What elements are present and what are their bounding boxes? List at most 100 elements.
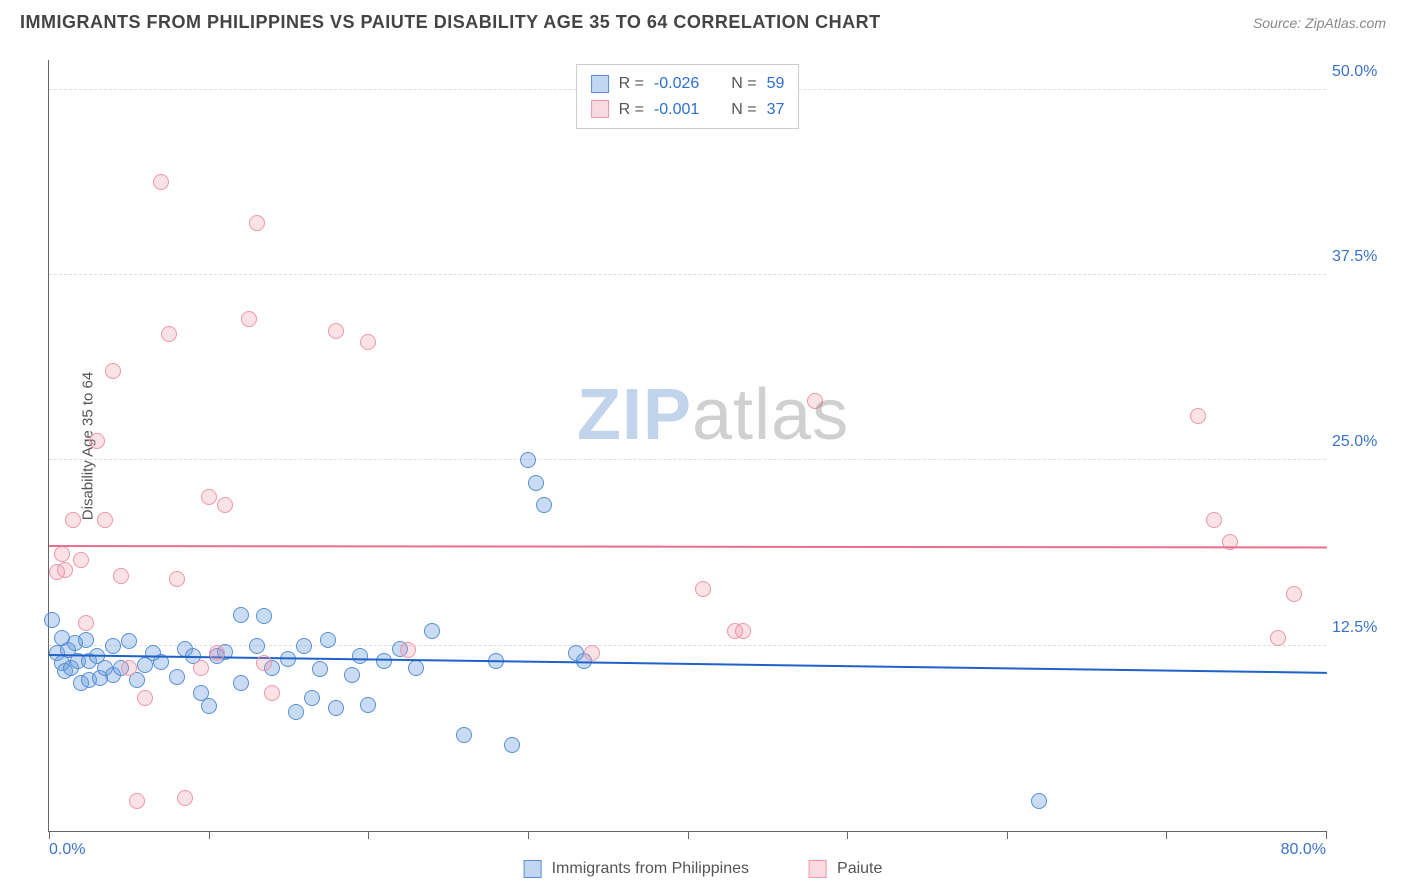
data-point [320,632,336,648]
data-point [169,669,185,685]
data-point [113,568,129,584]
legend-row: R = -0.001 N = 37 [591,97,785,123]
data-point [504,737,520,753]
grid-line [49,459,1326,460]
data-point [360,697,376,713]
data-point [424,623,440,639]
y-tick-label: 25.0% [1332,433,1392,451]
legend-label: Immigrants from Philippines [552,860,749,878]
swatch-pink-icon [591,100,609,118]
data-point [520,452,536,468]
data-point [105,638,121,654]
x-tick [688,831,689,839]
x-tick [209,831,210,839]
data-point [57,562,73,578]
data-point [121,633,137,649]
data-point [217,497,233,513]
y-tick-label: 50.0% [1332,63,1392,81]
correlation-legend: R = -0.026 N = 59 R = -0.001 N = 37 [576,64,800,129]
r-label: R = [619,97,644,123]
data-point [137,690,153,706]
y-tick-label: 37.5% [1332,248,1392,266]
data-point [807,393,823,409]
x-tick [847,831,848,839]
data-point [73,552,89,568]
data-point [456,727,472,743]
r-label: R = [619,71,644,97]
chart-area: ZIPatlas R = -0.026 N = 59 R = -0.001 N … [48,60,1326,832]
data-point [233,607,249,623]
data-point [241,311,257,327]
x-tick [1326,831,1327,839]
data-point [105,363,121,379]
x-tick-label: 80.0% [1281,841,1326,859]
data-point [249,215,265,231]
data-point [153,174,169,190]
swatch-blue-icon [591,75,609,93]
data-point [408,660,424,676]
trend-line [49,545,1327,548]
trend-line [49,654,1327,674]
n-value: 37 [767,97,785,123]
data-point [296,638,312,654]
watermark-atlas: atlas [692,375,849,455]
r-value: -0.026 [654,71,699,97]
data-point [288,704,304,720]
x-tick-label: 0.0% [49,841,85,859]
watermark-zip: ZIP [577,375,692,455]
data-point [54,546,70,562]
data-point [161,326,177,342]
source-attribution: Source: ZipAtlas.com [1253,15,1386,31]
data-point [129,793,145,809]
data-point [528,475,544,491]
data-point [1286,586,1302,602]
n-value: 59 [767,71,785,97]
data-point [1270,630,1286,646]
series-legend: Immigrants from Philippines Paiute [524,860,883,878]
data-point [78,615,94,631]
data-point [1206,512,1222,528]
data-point [328,700,344,716]
data-point [1031,793,1047,809]
data-point [328,323,344,339]
watermark: ZIPatlas [577,374,849,456]
data-point [249,638,265,654]
data-point [536,497,552,513]
grid-line [49,274,1326,275]
data-point [233,675,249,691]
legend-item: Immigrants from Philippines [524,860,749,878]
data-point [201,698,217,714]
data-point [121,660,137,676]
n-label: N = [731,71,756,97]
data-point [312,661,328,677]
data-point [169,571,185,587]
swatch-blue-icon [524,860,542,878]
data-point [344,667,360,683]
data-point [352,648,368,664]
y-tick-label: 12.5% [1332,619,1392,637]
data-point [193,660,209,676]
x-tick [49,831,50,839]
r-value: -0.001 [654,97,699,123]
plot-area: ZIPatlas R = -0.026 N = 59 R = -0.001 N … [48,60,1326,832]
data-point [584,645,600,661]
data-point [44,612,60,628]
data-point [201,489,217,505]
data-point [177,790,193,806]
data-point [256,608,272,624]
n-label: N = [731,97,756,123]
chart-title: IMMIGRANTS FROM PHILIPPINES VS PAIUTE DI… [20,12,881,33]
data-point [97,512,113,528]
x-tick [368,831,369,839]
data-point [695,581,711,597]
data-point [360,334,376,350]
grid-line [49,645,1326,646]
data-point [304,690,320,706]
data-point [65,512,81,528]
legend-label: Paiute [837,860,882,878]
data-point [78,632,94,648]
header: IMMIGRANTS FROM PHILIPPINES VS PAIUTE DI… [0,0,1406,41]
data-point [264,685,280,701]
x-tick [1166,831,1167,839]
legend-row: R = -0.026 N = 59 [591,71,785,97]
